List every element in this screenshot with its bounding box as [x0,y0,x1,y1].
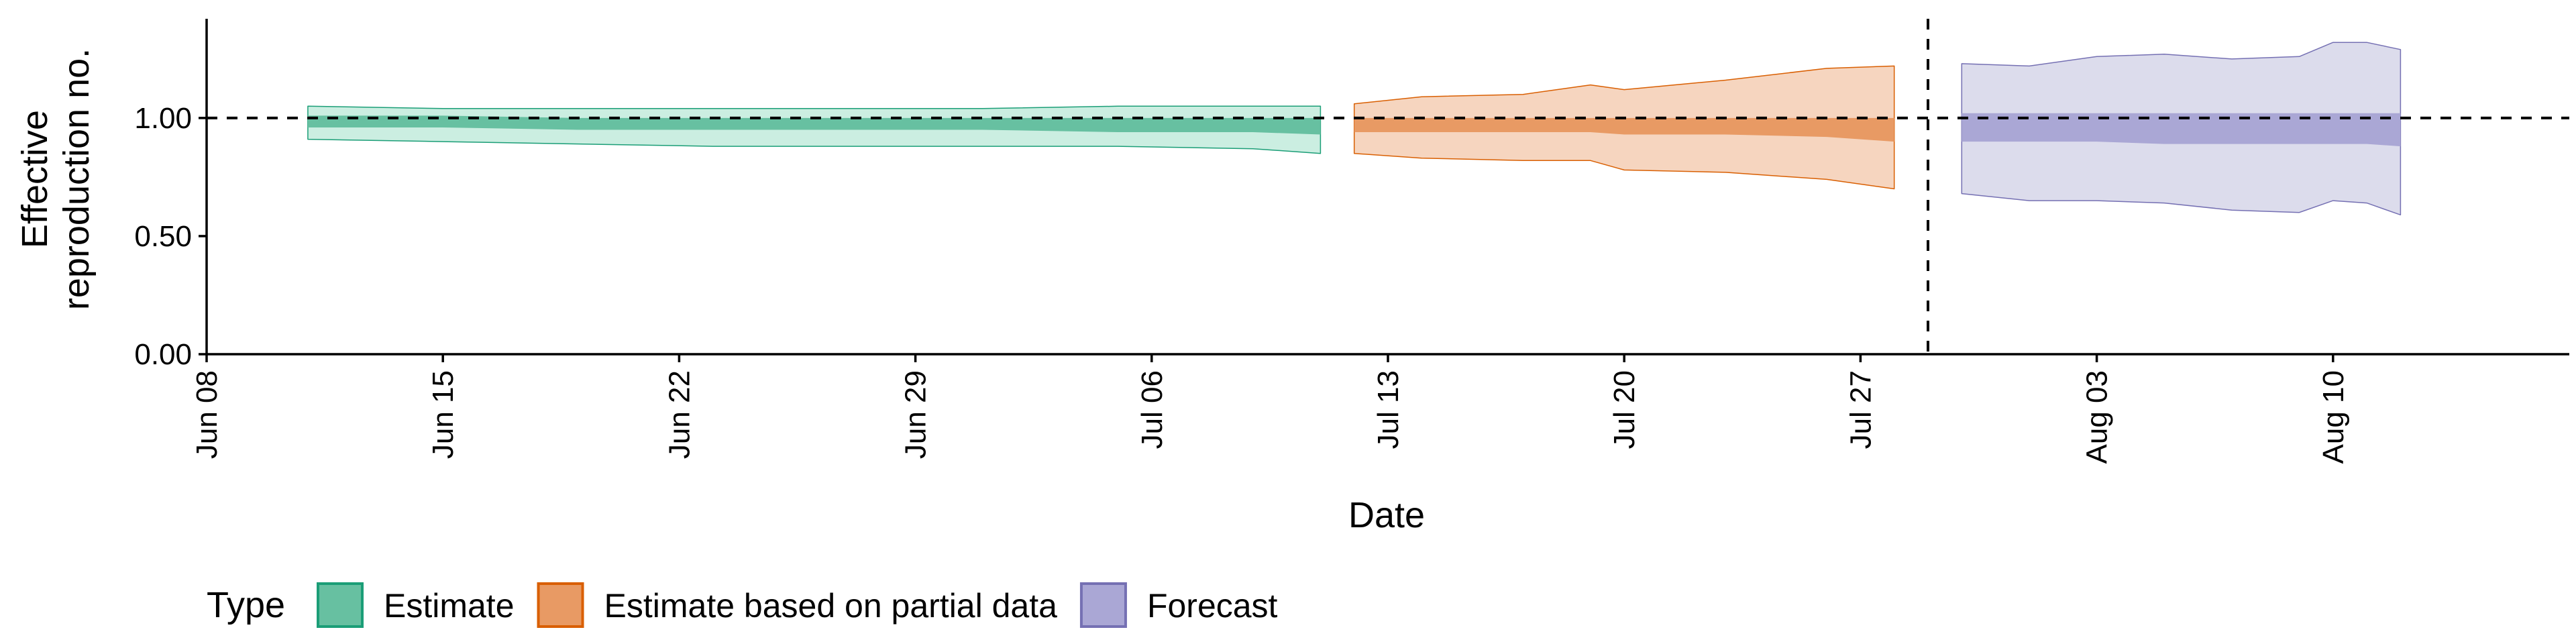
x-tick-label: Aug 03 [2081,370,2114,464]
legend-swatch [537,582,584,628]
ribbon-layer [307,42,2402,216]
legend-label: Estimate based on partial data [604,587,1058,625]
x-tick-label: Jun 08 [191,370,223,459]
y-axis-title-line-1: Effective [15,110,55,248]
x-tick-label: Jul 13 [1372,370,1405,449]
legend-label: Estimate [384,587,515,625]
legend-swatch [317,582,364,628]
legend-swatch [1079,582,1127,628]
y-tick-label: 0.00 [134,338,192,371]
tick-layer: 0.00 0.50 1.00 Jun 08 Jun 15 Jun 22 Jun 29 Jul … [134,102,2349,464]
y-axis-title-line-2: reproduction no. [56,48,97,310]
y-tick-label: 0.50 [134,220,192,253]
x-tick-label: Jul 06 [1136,370,1169,449]
ribbon-50-estimate [307,115,1321,135]
legend-title: Type [207,585,285,625]
x-tick-label: Jun 29 [900,370,932,459]
x-tick-label: Jul 20 [1608,370,1641,449]
x-tick-label: Jun 15 [427,370,460,459]
y-axis-title: Effective reproduction no. [15,48,97,310]
x-tick-label: Jul 27 [1844,370,1877,449]
x-tick-label: Jun 22 [663,370,696,459]
reference-lines [207,19,2569,354]
x-axis-title: Date [1348,495,1425,535]
legend: Type Estimate Estimate based on partial da… [207,582,1278,628]
x-tick-label: Aug 10 [2317,370,2350,464]
y-tick-label: 1.00 [134,102,192,135]
legend-label: Forecast [1147,587,1278,625]
ribbon-50-estimate-based-on-partial-data [1354,117,1894,142]
ribbon-50-forecast [1962,113,2401,147]
